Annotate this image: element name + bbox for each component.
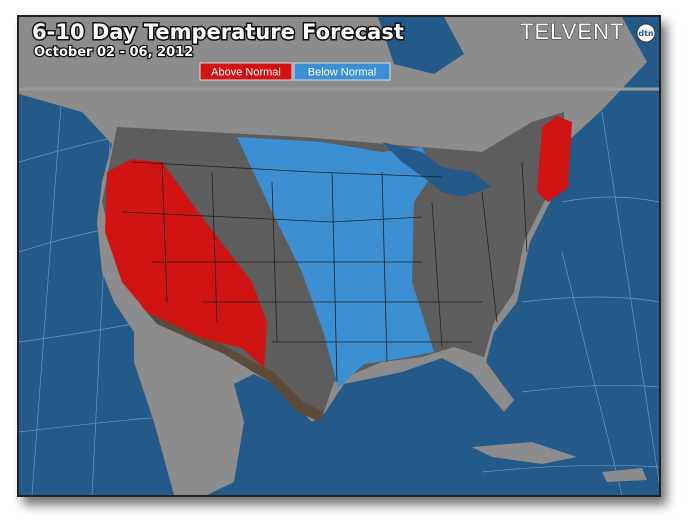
hudson-bay	[378, 17, 464, 74]
legend-swatch	[293, 62, 391, 81]
border-shadow	[142, 307, 324, 422]
great-lakes	[382, 142, 492, 197]
legend-swatch	[199, 62, 293, 81]
legend-label: Below Normal	[308, 67, 376, 79]
map-frame: 6-10 Day Temperature Forecast October 02…	[17, 15, 661, 497]
above-normal-region	[105, 116, 572, 368]
logo: TELVENT	[520, 19, 624, 44]
title: 6-10 Day Temperature Forecast	[32, 20, 404, 44]
caribbean	[472, 442, 647, 482]
map: 6-10 Day Temperature Forecast October 02…	[19, 17, 659, 495]
legend: Above Normal Below Normal	[199, 62, 391, 81]
state-borders	[121, 161, 528, 383]
below-normal-region	[237, 137, 434, 388]
legend-label: Above Normal	[211, 67, 281, 79]
logo-badge-circle	[636, 23, 656, 43]
logo-badge: dtn	[638, 29, 654, 38]
subtitle: October 02 - 06, 2012	[34, 45, 193, 60]
